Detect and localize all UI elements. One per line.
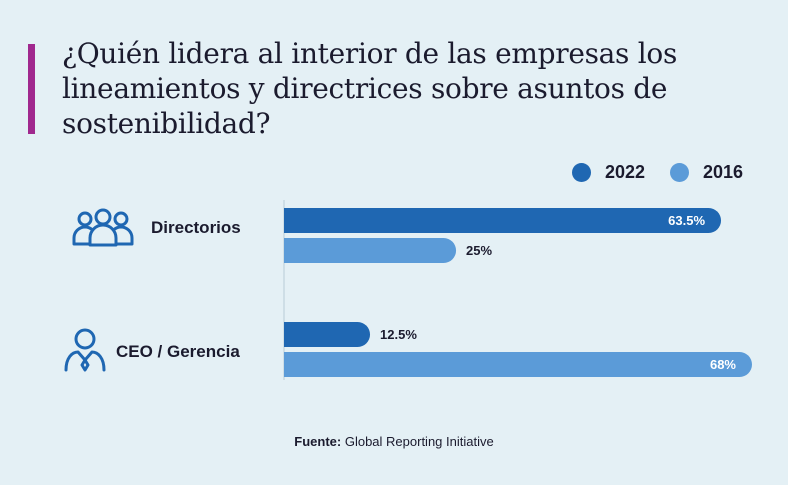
data-label-2016-directorios: 25% [466, 243, 492, 258]
bar-2016-ceo-gerencia [284, 352, 752, 377]
data-label-2022-ceo-gerencia: 12.5% [380, 327, 417, 342]
bar-2016-directorios [284, 237, 457, 263]
category-label-directorios: Directorios [151, 218, 241, 237]
legend-item-2022: 2022 [572, 160, 645, 184]
chart-title: ¿Quién lidera al interior de las empresa… [62, 37, 678, 140]
legend-item-2016: 2016 [670, 160, 743, 184]
executive-person-icon [64, 328, 106, 372]
source-text: Global Reporting Initiative [341, 434, 494, 449]
legend-swatch-2016 [670, 162, 689, 182]
title-accent-bar [28, 44, 35, 134]
legend-label-2022: 2022 [605, 161, 646, 182]
source-prefix: Fuente: [294, 434, 342, 449]
category-label-ceo-gerencia: CEO / Gerencia [116, 342, 240, 361]
data-label-2022-directorios: 63.5% [668, 213, 705, 228]
bar-2022-directorios [284, 208, 722, 233]
group-people-icon [72, 208, 134, 247]
legend-swatch-2022 [572, 162, 591, 182]
data-label-2016-ceo-gerencia: 68% [710, 357, 736, 372]
legend-label-2016: 2016 [703, 161, 744, 182]
source-note: Fuente: Global Reporting Initiative [0, 434, 788, 449]
bar-2022-ceo-gerencia [284, 322, 371, 347]
